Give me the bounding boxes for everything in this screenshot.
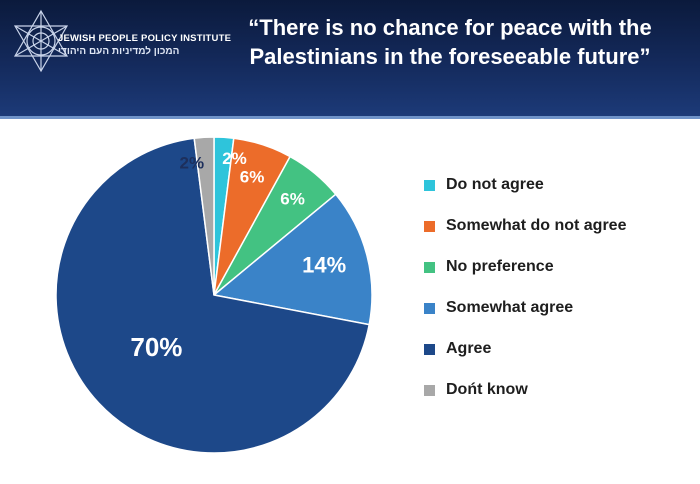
chart-area: 2% 6% 6% 14% 70% 2% — [0, 119, 700, 479]
legend-label: No preference — [446, 258, 554, 275]
slide-title: “There is no chance for peace with the P… — [210, 13, 690, 71]
pie-slice-agree — [55, 137, 371, 454]
org-name-english: JEWISH PEOPLE POLICY INSTITUTE — [58, 33, 232, 44]
data-label-somewhat-agree: 14% — [302, 253, 346, 278]
data-label-do-t-know: 2% — [180, 154, 205, 173]
data-label-do-not-agree: 2% — [222, 149, 247, 168]
legend-label: Somewhat agree — [446, 299, 574, 316]
pie-slice-somewhat-agree — [212, 193, 373, 326]
legend-label: Dońt know — [446, 381, 528, 398]
pie-chart: 2%6%6%14%70%2% — [55, 136, 373, 454]
legend-label: Somewhat do not agree — [446, 217, 627, 234]
legend-item-do-t-know: Dońt know — [424, 379, 528, 401]
legend-swatch — [424, 179, 435, 191]
slide-title-line-2: Palestinians in the foreseeable future” — [249, 44, 651, 69]
data-label-no-preference: 6% — [280, 189, 305, 208]
header-banner: JEWISH PEOPLE POLICY INSTITUTE המכון למד… — [0, 0, 700, 116]
pie-slice-do-t-know — [193, 136, 215, 296]
legend-label: Do not agree — [446, 176, 544, 193]
slide-title-line-1: “There is no chance for peace with the — [248, 15, 652, 40]
legend-item-no-preference: No preference — [424, 256, 554, 278]
legend-label: Agree — [446, 340, 492, 357]
data-label-somewhat-do-not-agree: 6% — [240, 167, 265, 186]
legend-swatch — [424, 302, 435, 314]
legend-swatch — [424, 384, 435, 396]
data-label-agree: 70% — [130, 332, 182, 362]
legend-item-somewhat-do-not-agree: Somewhat do not agree — [424, 215, 626, 237]
header-divider — [0, 116, 700, 119]
legend-item-agree: Agree — [424, 338, 491, 360]
institute-logo-star-icon — [13, 9, 69, 73]
legend-swatch — [424, 261, 435, 273]
legend-swatch — [424, 343, 435, 355]
org-name-hebrew: המכון למדיניות העם היהודי — [58, 46, 180, 57]
legend-item-somewhat-agree: Somewhat agree — [424, 297, 573, 319]
legend-item-do-not-agree: Do not agree — [424, 174, 544, 196]
legend-swatch — [424, 220, 435, 232]
